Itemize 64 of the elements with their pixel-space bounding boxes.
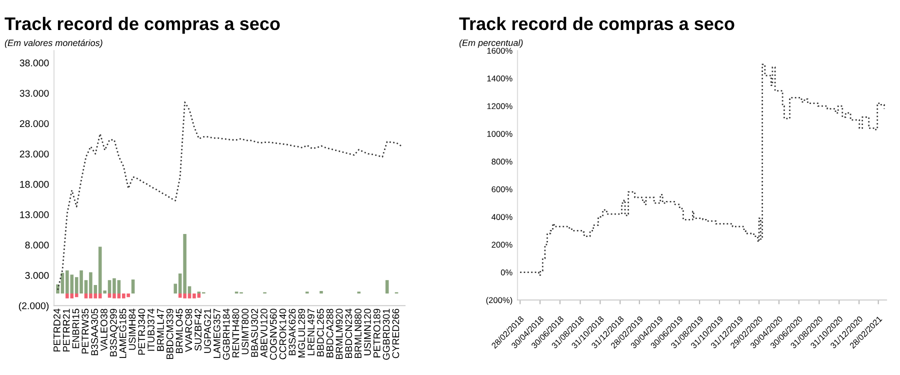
- x-tick-label: USIMT800: [242, 308, 249, 354]
- x-tick-label: UGPAG21: [204, 308, 211, 353]
- y-tick-label: 0%: [500, 269, 512, 276]
- x-tick-label: B3SAK626: [288, 308, 296, 356]
- x-tick-label: BRMLO45: [176, 308, 183, 353]
- x-tick-label: USIMN120: [364, 308, 371, 356]
- y-tick-label: 38.000: [20, 60, 49, 66]
- x-tick-label: CCROK140: [279, 308, 286, 360]
- chart-title: Track record de compras a seco: [459, 16, 734, 34]
- x-tick-label: VALEO38: [100, 308, 108, 351]
- x-tick-label: BRMLL47: [157, 308, 164, 351]
- x-tick-label: PETRR21: [62, 308, 70, 352]
- x-tick-label: VVARC98: [185, 308, 192, 352]
- bar: [98, 293, 102, 298]
- chart-subtitle: (Em percentual): [459, 39, 523, 48]
- y-tick-label: 400%: [492, 214, 512, 220]
- x-tick-label: GGBRH184: [222, 308, 230, 360]
- x-tick-label: BBDCN234: [345, 308, 352, 358]
- y-tick-label: 800%: [492, 158, 512, 165]
- x-tick-label: PETRD24: [53, 308, 60, 352]
- x-tick-label: BBDCM339: [166, 308, 174, 359]
- x-tick-label: LAMEG185: [119, 308, 126, 358]
- y-tick-label: 1200%: [487, 103, 512, 110]
- x-tick-label: BBASU302: [251, 308, 258, 357]
- x-tick-label: BBDCL265: [316, 308, 324, 356]
- y-tick-label: (2.000): [18, 302, 49, 312]
- y-tick-label: 3.000: [25, 272, 49, 279]
- chart-title: Track record de compras a seco: [4, 16, 280, 34]
- x-tick-label: GGBRD301: [382, 308, 390, 360]
- bar: [385, 280, 389, 294]
- x-tick-label: BRMLN880: [354, 308, 362, 358]
- y-tick-label: 13.000: [20, 211, 49, 218]
- x-tick-label: MGLUL289: [298, 308, 306, 358]
- x-tick-label: PETRJ340: [138, 308, 146, 355]
- y-tick-label: 200%: [492, 242, 512, 248]
- y-tick-label: 1600%: [487, 48, 512, 54]
- x-tick-label: USIMH84: [128, 308, 136, 350]
- x-tick-label: ENBRI15: [72, 308, 80, 348]
- y-tick-label: 600%: [492, 186, 512, 192]
- x-tick-label: RENTH480: [232, 308, 240, 358]
- x-tick-label: BBDCA288: [326, 308, 334, 358]
- y-tick-label: 33.000: [20, 90, 49, 97]
- line-series: [57, 102, 402, 291]
- x-tick-label: ABEVU120: [260, 308, 268, 358]
- y-tick-label: 1000%: [487, 130, 512, 137]
- x-tick-label: PETRO189: [373, 308, 380, 358]
- y-tick-label: (200%): [486, 296, 512, 305]
- x-tick-label: BRMLM920: [336, 308, 343, 359]
- x-tick-label: B3SAQ299: [110, 308, 119, 356]
- x-tick-label: PETRW35: [82, 308, 89, 354]
- y-tick-label: 1400%: [487, 76, 512, 82]
- y-tick-label: 28.000: [20, 120, 49, 128]
- y-tick-label: 8.000: [25, 242, 49, 249]
- x-tick-label: LAMEG357: [213, 308, 220, 358]
- x-tick-label: CYRED266: [392, 308, 400, 358]
- x-tick-label: ITUBJ374: [148, 308, 154, 351]
- y-tick-label: 18.000: [20, 180, 49, 188]
- y-tick-label: 23.000: [20, 150, 49, 158]
- x-tick-label: B3SAA305: [91, 308, 98, 356]
- bar: [131, 280, 135, 294]
- x-tick-label: COGNV560: [270, 308, 277, 360]
- x-tick-label: LRENL497: [308, 308, 314, 356]
- chart-subtitle: (Em valores monetários): [4, 39, 102, 48]
- x-tick-label: SUZBF42: [194, 308, 202, 351]
